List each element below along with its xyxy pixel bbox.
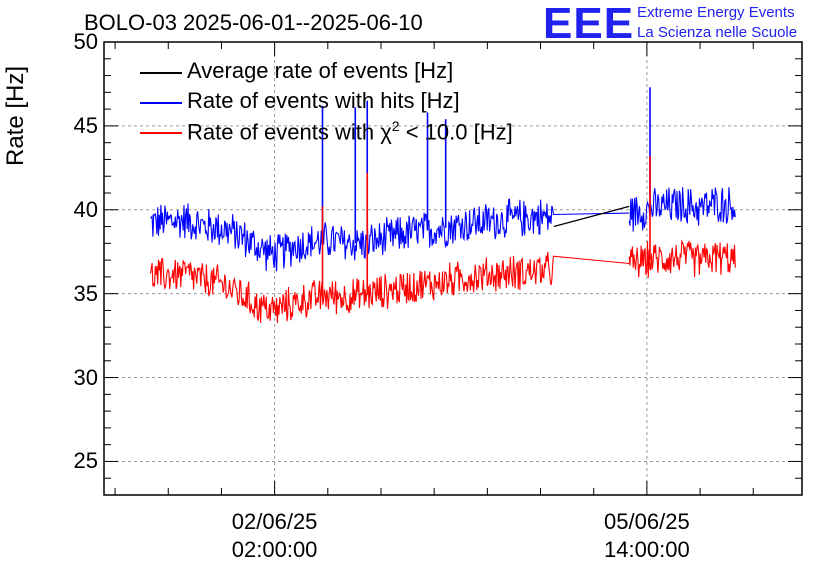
series-chi2-line <box>149 239 736 324</box>
x-tick-label: 02/06/25 02:00:00 <box>195 508 355 564</box>
logo-line-1: Extreme Energy Events <box>637 4 795 21</box>
x-tick-time: 02:00:00 <box>231 537 318 562</box>
eee-logo-mark: EEE <box>543 0 635 48</box>
legend-chi2-symbol: χ <box>380 119 392 145</box>
logo-line-2: La Scienza nelle Scuole <box>637 24 798 41</box>
x-tick-label: 05/06/25 14:00:00 <box>567 508 727 564</box>
legend-swatch-average <box>140 72 182 74</box>
x-tick-time: 14:00:00 <box>604 537 690 562</box>
series-hits-line <box>150 187 736 272</box>
y-tick-label: 35 <box>73 280 98 306</box>
legend-label-hits: Rate of events with hits [Hz] <box>187 88 460 113</box>
chart-title: BOLO-03 2025-06-01--2025-06-10 <box>84 10 423 35</box>
legend-label-chi2: Rate of events with χ2 < 10.0 [Hz] <box>187 118 513 145</box>
legend-chi2-sup: 2 <box>391 118 400 134</box>
y-tick-label: 40 <box>73 196 98 222</box>
legend-chi2-suffix: < 10.0 [Hz] <box>399 119 513 145</box>
legend-label-average: Average rate of events [Hz] <box>187 58 454 83</box>
x-tick-date: 05/06/25 <box>604 509 690 534</box>
y-tick-label: 45 <box>73 112 98 138</box>
y-tick-label: 50 <box>73 29 98 54</box>
plot-frame <box>103 41 803 496</box>
y-tick-label: 25 <box>73 448 98 474</box>
series-average-line <box>553 205 630 228</box>
x-tick-date: 02/06/25 <box>231 509 318 534</box>
y-tick-label: 30 <box>73 364 98 390</box>
legend-swatch-hits <box>140 102 182 104</box>
legend-swatch-chi2 <box>140 132 182 134</box>
legend-chi2-prefix: Rate of events with <box>187 119 381 145</box>
